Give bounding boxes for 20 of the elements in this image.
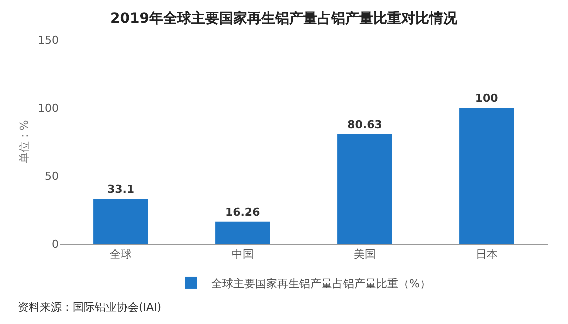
- bar: [460, 108, 514, 244]
- data-label: 80.63: [348, 118, 382, 132]
- x-tick-label: 全球: [110, 248, 132, 262]
- y-tick-label: 0: [52, 238, 59, 251]
- legend-label: 全球主要国家再生铝产量占铝产量比重（%）: [212, 277, 431, 290]
- y-axis-title: 单位：%: [18, 120, 31, 164]
- y-tick-label: 150: [38, 34, 59, 47]
- text: 资料来源：国际铝业协会(IAI): [18, 301, 162, 314]
- x-tick-label: 日本: [476, 248, 498, 262]
- data-label: 100: [475, 92, 499, 105]
- x-tick-label: 美国: [354, 248, 376, 262]
- y-tick-label: 100: [38, 102, 59, 115]
- bar: [94, 198, 148, 244]
- data-label: 16.26: [225, 206, 261, 219]
- data-label: 33.1: [107, 182, 135, 196]
- bar: [216, 222, 270, 244]
- bar: [338, 134, 392, 244]
- chart-title: 2019年全球主要国家再生铝产量占铝产量比重对比情况: [110, 10, 458, 27]
- x-tick-label: 中国: [232, 248, 254, 262]
- y-tick-label: 50: [45, 170, 59, 183]
